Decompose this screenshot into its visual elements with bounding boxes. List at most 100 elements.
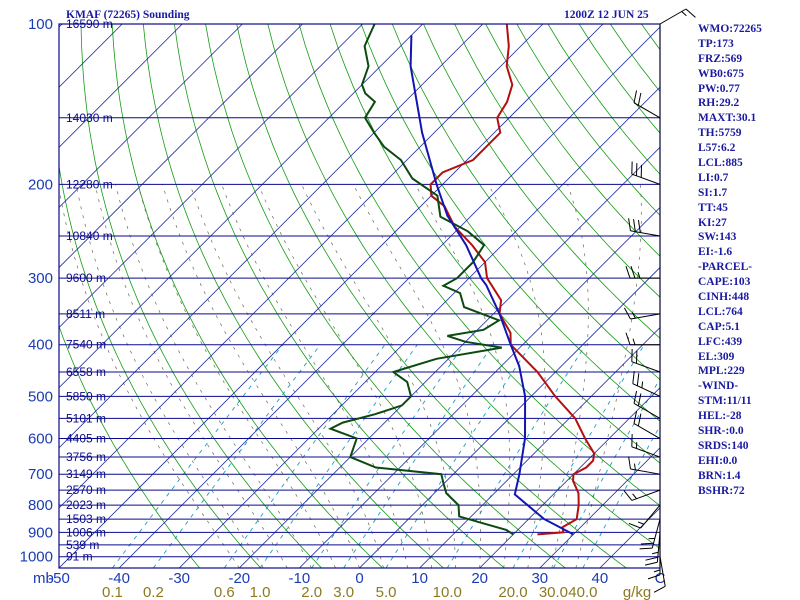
wind-barb xyxy=(623,307,661,320)
sounding-index-item: L57:6.2 xyxy=(698,142,736,155)
dry-adiabat xyxy=(80,24,322,568)
wind-barb xyxy=(633,411,661,439)
mixing-ratio-tick-label: 30.0 xyxy=(539,584,568,600)
temperature-tick-label: -30 xyxy=(168,570,190,587)
sounding-index-item: CAPE:103 xyxy=(698,276,751,289)
dry-adiabat xyxy=(423,24,660,339)
sounding-index-item: -WIND- xyxy=(698,380,739,393)
pressure-tick-label: 300 xyxy=(28,270,53,287)
dry-adiabat xyxy=(205,24,566,568)
mixing-ratio-tick-label: 0.1 xyxy=(102,584,123,600)
series-parcel-line xyxy=(409,35,574,536)
isotherm-line xyxy=(299,206,660,568)
dry-adiabat xyxy=(547,24,660,175)
series-dewpoint-line xyxy=(327,24,514,536)
mixing-ratio-line xyxy=(385,344,532,568)
sounding-index-item: SI:1.7 xyxy=(698,186,728,199)
height-label: 2023 m xyxy=(66,498,106,512)
mixing-ratio-line xyxy=(112,344,284,568)
isotherm-line xyxy=(419,327,660,568)
moist-adiabat xyxy=(221,184,408,568)
isotherm-line xyxy=(479,387,660,568)
pressure-tick-label: 900 xyxy=(28,524,53,541)
dry-adiabat xyxy=(485,24,660,257)
wind-barb xyxy=(623,489,661,501)
moist-adiabat xyxy=(575,184,642,568)
height-label: 9600 m xyxy=(66,271,106,285)
moist-adiabat xyxy=(115,184,312,568)
sounding-index-item: TP:173 xyxy=(698,37,734,50)
height-label: 2570 m xyxy=(66,483,106,497)
isotherm-line xyxy=(59,24,423,389)
temperature-tick-label: -40 xyxy=(108,570,130,587)
mixing-ratio-tick-label: 40.0 xyxy=(568,584,597,600)
dry-adiabat xyxy=(360,24,660,422)
wind-barb xyxy=(653,556,666,593)
isotherm-line xyxy=(539,447,660,568)
sounding-index-item: STM:11/11 xyxy=(698,395,752,408)
sounding-index-item: EI:-1.6 xyxy=(698,246,733,259)
sounding-index-item: LFC:439 xyxy=(698,335,743,348)
sounding-index-item: LCL:764 xyxy=(698,305,743,318)
mixing-ratio-tick-label: 1.0 xyxy=(250,584,271,600)
dry-adiabat xyxy=(578,24,660,134)
wind-barb xyxy=(633,90,661,119)
temperature-tick-label: 0 xyxy=(355,570,363,587)
height-label: 3756 m xyxy=(66,450,106,464)
temperature-tick-label: 20 xyxy=(471,570,488,587)
mixing-ratio-line xyxy=(311,344,465,568)
mixing-ratio-tick-label: 0.2 xyxy=(143,584,164,600)
height-label: 6558 m xyxy=(66,365,106,379)
wind-barb xyxy=(628,456,661,475)
mixing-ratio-unit-label: g/kg xyxy=(623,584,651,600)
sounding-index-item: TH:5759 xyxy=(698,127,742,140)
pressure-tick-label: 600 xyxy=(28,431,53,448)
temperature-tick-label: 30 xyxy=(531,570,548,587)
moist-adiabat xyxy=(162,184,360,568)
wind-barb xyxy=(659,8,696,25)
height-label: 539 m xyxy=(66,538,99,552)
height-label: 91 m xyxy=(66,550,93,564)
wind-barb xyxy=(633,390,661,419)
pressure-tick-label: 1000 xyxy=(20,549,53,566)
sounding-index-item: WMO:72265 xyxy=(698,23,762,35)
moist-adiabat xyxy=(137,184,336,568)
sounding-index-item: BSHR:72 xyxy=(698,484,745,497)
mixing-ratio-line xyxy=(582,425,660,568)
sounding-index-item: BRN:1.4 xyxy=(698,469,741,482)
isotherm-line xyxy=(59,24,303,269)
sounding-indices-list: WMO:72265 TP:173 FRZ:569 WB0:675 PW:0.77 RH:2… xyxy=(698,22,762,499)
isotherm-line xyxy=(59,24,243,208)
mixing-ratio-line xyxy=(223,344,386,568)
chart-title: KMAF (72265) Sounding xyxy=(66,9,190,21)
sounding-index-item: -PARCEL- xyxy=(698,261,753,274)
wind-barb xyxy=(625,332,660,346)
mixing-ratio-tick-label: 3.0 xyxy=(333,584,354,600)
isotherm-line xyxy=(359,266,660,568)
sounding-index-item: CINH:448 xyxy=(698,291,750,304)
moist-adiabat xyxy=(94,184,288,568)
sounding-index-item: EL:309 xyxy=(698,350,735,363)
wind-barb xyxy=(632,371,661,397)
wind-barbs xyxy=(623,8,696,593)
wind-barb xyxy=(628,504,661,529)
isotherm-line xyxy=(59,24,484,449)
wind-barb xyxy=(628,218,661,237)
dry-adiabat xyxy=(59,163,261,568)
mixing-ratio-tick-label: 10.0 xyxy=(433,584,462,600)
isotherm-line xyxy=(59,24,183,148)
wind-barb xyxy=(639,518,661,550)
height-label: 3149 m xyxy=(66,467,106,481)
temperature-tick-label: -20 xyxy=(228,570,250,587)
sounding-index-item: MPL:229 xyxy=(698,365,745,378)
y-axis-label: mb xyxy=(33,570,54,587)
sounding-index-item: SHR-:0.0 xyxy=(698,425,744,438)
height-label: 16590 m xyxy=(66,17,113,31)
dry-adiabat xyxy=(298,24,660,507)
dry-adiabat xyxy=(766,24,800,568)
dry-adiabat xyxy=(59,324,201,568)
chart-grid xyxy=(59,24,800,568)
sounding-index-item: KI:27 xyxy=(698,216,727,229)
height-label: 7540 m xyxy=(66,338,106,352)
dry-adiabat xyxy=(454,24,660,298)
